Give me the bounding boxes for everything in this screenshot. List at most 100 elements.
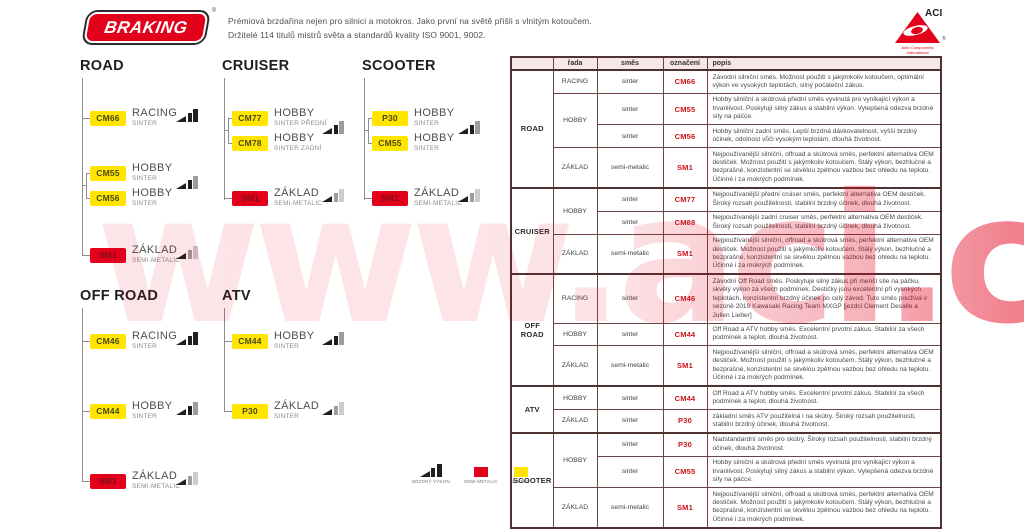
performance-icon <box>176 402 198 415</box>
rada-cell: HOBBY <box>552 92 598 149</box>
compound-badge: P30 <box>232 403 268 419</box>
table-row: CRUISER HOBBY sinter CM77 Nejpoužívanějš… <box>510 186 942 275</box>
product-sublabel: SEMI-METALIC <box>132 257 181 265</box>
product-item-cm66: CM66 RACING SINTER <box>90 108 177 128</box>
table-row: HOBBY sinter CM44 Off Road a ATV hobby s… <box>511 322 942 347</box>
table-row: ZÁKLAD sinter P30 základní směs ATV použ… <box>511 408 942 434</box>
compound-badge: SM1 <box>90 247 126 263</box>
col-header-oznaceni: označení <box>662 56 708 71</box>
performance-icon <box>322 332 344 345</box>
compound-badge: CM78 <box>232 135 268 151</box>
code-cell: SM1 <box>662 487 708 529</box>
section-title-offroad: OFF ROAD <box>80 288 159 304</box>
smes-cell: sinter <box>596 124 664 149</box>
rada-cell: HOBBY <box>552 186 598 235</box>
smes-cell: sinter <box>596 68 664 94</box>
connector-line <box>86 198 90 199</box>
rada-cell: HOBBY <box>552 385 598 411</box>
product-labels: HOBBY SINTER <box>414 108 455 128</box>
popis-cell: Závodní Off Road směs. Poskytuje silný z… <box>706 273 942 324</box>
code-cell: P30 <box>662 431 708 457</box>
connector-line <box>368 118 372 119</box>
rada-cell: ZÁKLAD <box>552 233 598 275</box>
code-cell: SM1 <box>662 147 708 189</box>
code-cell: CM55 <box>662 455 708 489</box>
product-item-cm55: CM55 HOBBY SINTER <box>90 163 173 183</box>
smes-cell: sinter <box>596 210 664 235</box>
table-row: SCOOTER HOBBY sinter P30 Nadstandardní s… <box>510 431 942 529</box>
product-item-p30: P30 ZÁKLAD SINTER <box>232 401 319 420</box>
compound-badge: CM66 <box>90 110 126 126</box>
product-label: ZÁKLAD <box>132 470 178 483</box>
code-cell: CM44 <box>662 322 708 347</box>
table-row: sinter CM88 Nejpoužívanější zadní cruise… <box>511 210 942 235</box>
compound-badge: SM1 <box>232 190 268 206</box>
connector-line <box>364 78 365 200</box>
performance-icon <box>176 332 198 345</box>
table-corner-cell <box>510 56 554 71</box>
popis-cell: Nejpoužívanější silniční, offroad a skút… <box>706 233 942 275</box>
product-label: HOBBY <box>414 132 455 145</box>
section-title-atv: ATV <box>222 288 251 304</box>
performance-icon <box>419 464 442 477</box>
compound-badge: CM46 <box>90 333 126 349</box>
code-cell: CM44 <box>662 385 708 411</box>
tagline-line-2: Držitelé 114 titulů mistrů světa a stand… <box>228 30 486 40</box>
product-label: HOBBY <box>274 132 315 145</box>
braking-logo-shape: BRAKING <box>81 10 211 45</box>
smes-cell: sinter <box>596 273 664 324</box>
product-label: HOBBY <box>414 107 455 120</box>
smes-cell: sinter <box>596 408 664 434</box>
category-cell: ROAD <box>510 69 554 189</box>
product-item-cm46: CM46 RACING SINTER <box>90 331 177 351</box>
connector-line <box>368 143 372 144</box>
product-item-cm77: CM77 HOBBY SINTER PŘEDNÍ <box>232 107 327 127</box>
rada-cell: ZÁKLAD <box>552 147 598 189</box>
product-label: ZÁKLAD <box>414 187 460 200</box>
product-sublabel: SEMI-METALIC <box>132 483 181 491</box>
product-item-cm44: CM44 HOBBY SINTER <box>90 401 173 421</box>
product-sublabel: SINTER <box>132 175 158 183</box>
product-item-sm1: SM1 ZÁKLAD SEMI-METALIC <box>90 245 181 265</box>
product-label: HOBBY <box>274 107 315 120</box>
product-item-cm78: CM78 HOBBY SINTER ZADNÍ <box>232 132 322 152</box>
table-row: sinter CM56 Hobby silniční zadní směs. L… <box>511 124 942 149</box>
smes-cell: semi-metalic <box>596 233 664 275</box>
registered-mark: ® <box>942 36 946 42</box>
rada-cell: ZÁKLAD <box>552 408 598 434</box>
product-item-cm44: CM44 HOBBY SINTER <box>232 331 315 351</box>
product-sublabel: SINTER <box>132 413 158 421</box>
popis-cell: Nejpoužívanější silniční, offroad a skút… <box>706 147 942 189</box>
product-label: ZÁKLAD <box>274 187 320 200</box>
product-labels: RACING SINTER <box>132 331 177 351</box>
connector-line <box>82 118 90 119</box>
product-sublabel: SINTER <box>132 120 158 128</box>
table-row: OFF ROAD RACING sinter CM46 Závodní Off … <box>510 273 942 387</box>
code-cell: CM66 <box>662 68 708 94</box>
section-title-cruiser: CRUISER <box>222 58 290 74</box>
code-cell: CM55 <box>662 92 708 126</box>
connector-line <box>86 173 87 199</box>
product-sublabel: SINTER <box>274 343 300 351</box>
product-sublabel: SEMI-METALIC <box>274 200 323 208</box>
legend-semimetal: SEMI-METALIC <box>464 467 498 484</box>
connector-line <box>82 481 90 482</box>
product-labels: ZÁKLAD SEMI-METALIC <box>132 471 180 491</box>
product-labels: ZÁKLAD SEMI-METALIC <box>274 188 322 208</box>
product-item-sm1: SM1 ZÁKLAD SEMI-METALIC <box>372 187 462 207</box>
compound-badge: CM55 <box>372 135 408 151</box>
smes-cell: semi-metalic <box>596 345 664 387</box>
connector-line <box>224 130 228 131</box>
product-sublabel: SINTER <box>132 343 158 351</box>
table-row: ZÁKLAD semi-metalic SM1 Nejpoužívanější … <box>511 487 942 529</box>
smes-cell: sinter <box>596 431 664 457</box>
code-cell: SM1 <box>662 233 708 275</box>
product-item-cm56: CM56 HOBBY SINTER <box>90 188 173 207</box>
smes-cell: semi-metalic <box>596 147 664 189</box>
smes-cell: sinter <box>596 92 664 126</box>
performance-icon <box>458 189 480 202</box>
category-cell: SCOOTER <box>510 431 554 529</box>
connector-line <box>82 308 83 481</box>
performance-icon <box>176 246 198 259</box>
performance-icon <box>322 189 344 202</box>
